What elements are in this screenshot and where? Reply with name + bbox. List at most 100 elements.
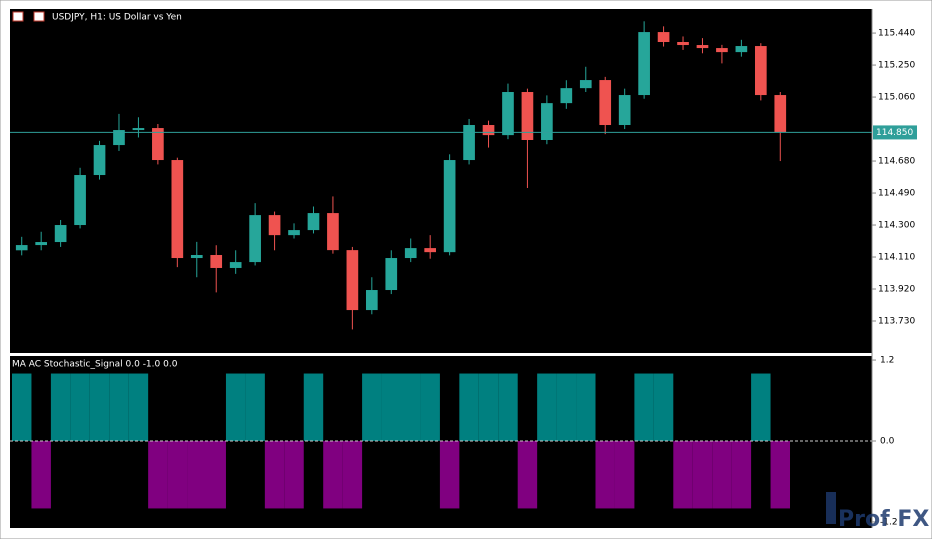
y-tick-label: 0.0 [880,436,895,446]
candle-body [113,130,125,146]
indicator-bar [206,440,226,509]
watermark: Prof FX [838,507,929,532]
indicator-bar [653,373,674,441]
y-tick-label: 113.730 [878,317,915,327]
candle-body [482,125,495,136]
candle-body [560,88,573,104]
y-tick-label: 115.060 [878,93,915,103]
candle-body [463,125,475,161]
candle-body [35,242,48,246]
indicator-bar [614,440,635,509]
indicator-bar [303,373,324,441]
y-tick-label: -1.2 [880,517,898,527]
chart-title: USDJPY, H1: US Dollar vs Yen [52,13,182,23]
indicator-bar [381,373,401,441]
indicator-bar [89,373,110,441]
y-tick-label: 114.680 [878,157,915,167]
candle-body [365,290,378,311]
candle-body [307,213,320,231]
candle-body [74,175,86,226]
candle-body [54,225,67,243]
indicator-bar [673,440,693,509]
indicator-bar [109,373,129,441]
candle-body [385,258,398,291]
candle-body [579,80,592,89]
candle-body [152,128,164,161]
indicator-bar [342,440,363,509]
candle-body [327,213,339,251]
indicator-bar [498,373,518,441]
indicator-bar [692,440,713,509]
current-price-label: 114.850 [876,128,913,138]
indicator-bar [595,440,615,509]
indicator-bar [225,373,246,441]
candle-body [404,248,417,259]
y-tick-label: 1.2 [880,356,894,366]
candle-body [599,80,612,126]
candle-body [754,46,767,96]
candle-body [638,32,650,96]
indicator-bar [70,373,90,441]
candle-body [774,95,787,133]
y-tick-label: 114.300 [878,221,915,231]
indicator-bar [50,373,71,441]
candle-body [268,215,281,236]
y-tick-label: 114.490 [878,189,915,199]
indicator-title: MA AC Stochastic_Signal 0.0 -1.0 0.0 [12,360,178,370]
candle-body [288,230,300,236]
indicator-bar [401,373,421,441]
indicator-bar [731,440,752,509]
indicator-bar [439,440,460,509]
candle-body [502,92,514,136]
indicator-bar [712,440,732,509]
indicator-bar [187,440,207,509]
indicator-bar [12,373,32,441]
indicator-bar [478,373,499,441]
price-pane [10,9,872,353]
candle-body [346,250,359,311]
candle-body [171,160,184,259]
indicator-bar [459,373,479,441]
candle-body [618,95,631,126]
current-price-box [873,125,917,140]
indicator-bar [323,440,343,509]
indicator-bar [517,440,538,509]
indicator-bar [167,440,188,509]
candle-body [443,160,456,253]
indicator-bar [556,373,577,441]
candle-body [424,248,437,253]
y-tick-label: 113.920 [878,285,915,295]
candle-body [15,245,28,251]
candle-body [541,103,553,140]
candle-body [190,255,203,259]
indicator-bar [148,440,168,509]
y-tick-label: 115.440 [878,29,915,39]
indicator-bar [31,440,51,509]
candle-body [716,48,728,53]
candle-body [229,262,242,268]
candle-body [696,45,709,49]
indicator-bar [128,373,149,441]
candle-body [132,128,145,131]
y-tick-label: 114.110 [878,253,915,263]
indicator-bar [420,373,440,441]
candle-body [93,145,106,176]
candle-body [249,215,261,263]
indicator-bar [284,440,304,509]
candle-body [521,92,534,140]
y-tick-label: 115.250 [878,61,915,71]
logo [826,492,836,524]
candle-body [657,32,670,43]
indicator-bar [264,440,285,509]
candle-body [210,255,223,268]
candle-body [735,46,748,53]
indicator-bar [751,373,771,441]
icon [33,11,45,22]
candle-body [677,42,689,46]
icon [12,11,24,22]
indicator-bar [537,373,557,441]
indicator-bar [770,440,790,509]
indicator-bar [362,373,382,441]
indicator-bar [576,373,596,441]
